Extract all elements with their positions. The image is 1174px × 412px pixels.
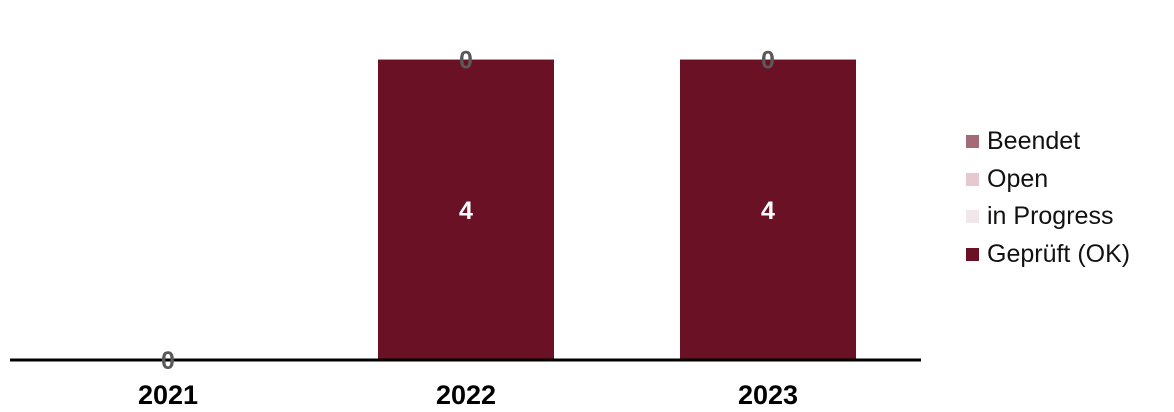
data-label: 4: [459, 197, 473, 225]
chart-legend: Beendet Open in Progress Geprüft (OK): [966, 123, 1130, 273]
legend-item: in Progress: [966, 198, 1130, 236]
bar-segment: [680, 59, 856, 361]
legend-swatch: [966, 135, 979, 149]
legend-label: in Progress: [987, 202, 1114, 231]
legend-item: Geprüft (OK): [966, 236, 1130, 274]
total-label: 0: [161, 347, 175, 375]
legend-label: Beendet: [987, 127, 1081, 156]
x-tick-label: 2023: [738, 380, 798, 410]
legend-label: Geprüft (OK): [987, 239, 1131, 268]
legend-swatch: [966, 210, 979, 224]
total-label: 0: [459, 47, 473, 75]
total-label: 0: [761, 47, 775, 75]
data-label: 4: [761, 197, 775, 225]
x-tick-label: 2022: [436, 380, 496, 410]
legend-item: Beendet: [966, 123, 1130, 161]
legend-item: Open: [966, 161, 1130, 199]
legend-swatch: [966, 247, 979, 261]
legend-label: Open: [987, 164, 1049, 193]
x-tick-label: 2021: [138, 380, 198, 410]
bar-segment: [378, 59, 554, 361]
legend-swatch: [966, 172, 979, 186]
